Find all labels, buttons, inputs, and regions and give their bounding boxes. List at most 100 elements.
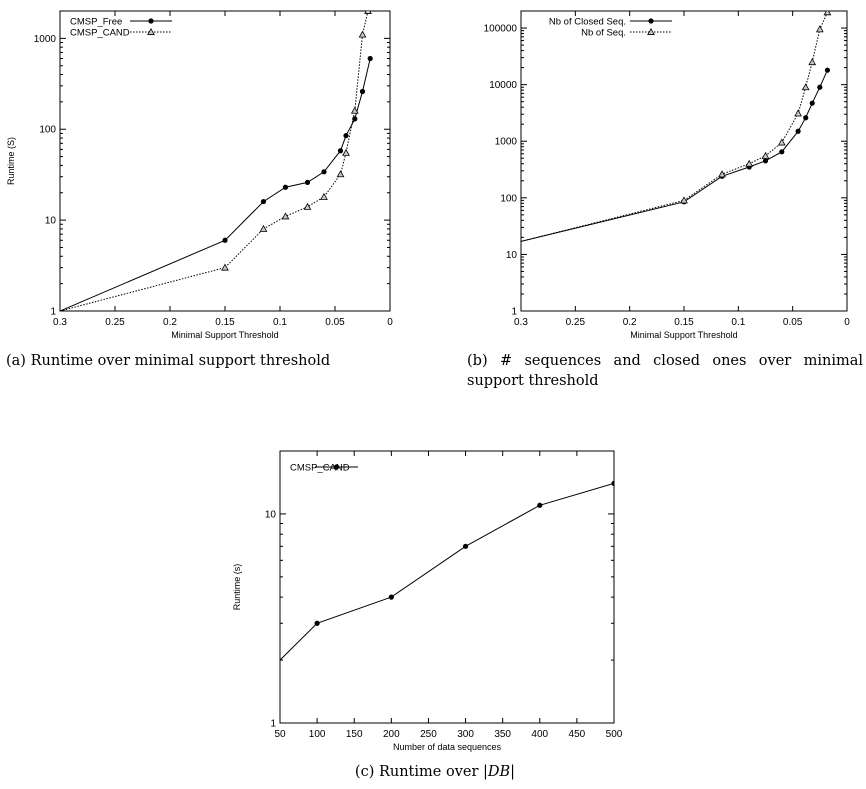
- data-point-cmsp-free: [352, 116, 358, 122]
- plot-frame: [279, 450, 615, 724]
- series-line-nb-of-seq: [521, 12, 828, 242]
- series-line-cmsp-free: [60, 58, 371, 311]
- legend-marker-nb-of-closed-seq: [648, 18, 654, 24]
- y-tick-label: 10: [45, 216, 57, 227]
- series-group: [60, 11, 373, 311]
- caption-c-math: |DB|: [483, 764, 516, 780]
- legend-marker-cmsp-cand: [147, 27, 155, 35]
- series-line-cmsp-cand: [280, 482, 614, 661]
- y-tick-label: 100: [500, 193, 517, 204]
- caption-b: (b) # sequences and closed ones over min…: [467, 353, 863, 389]
- data-point-nb-of-seq: [718, 170, 726, 178]
- data-point-nb-of-closed-seq: [803, 115, 809, 121]
- x-tick-label: 50: [274, 729, 286, 740]
- x-tick-label: 150: [346, 729, 363, 740]
- data-point-nb-of-seq: [761, 151, 770, 159]
- data-point-nb-of-seq: [823, 11, 832, 16]
- data-point-cmsp-free: [359, 88, 366, 95]
- chart-sequences-vs-threshold: 0.3 0.25 0.2 0.15 0.1 0.05 0 1 10 100 1000 10000 100…: [484, 10, 850, 340]
- data-point-cmsp-cand: [314, 620, 320, 626]
- y-tick-label: 1000: [495, 137, 518, 148]
- y-tick-label: 10000: [489, 80, 517, 91]
- data-point-cmsp-free: [343, 133, 349, 139]
- x-tick-label: 200: [383, 729, 400, 740]
- data-point-cmsp-cand: [281, 212, 290, 220]
- legend-label-cmsp-cand: CMSP_CAND: [290, 463, 350, 474]
- y-tick-label: 1: [50, 307, 56, 318]
- data-point-cmsp-cand: [221, 263, 229, 271]
- y-tick-label: 10: [506, 250, 518, 261]
- x-axis-label: Minimal Support Threshold: [630, 330, 737, 340]
- series-line-nb-of-closed-seq: [521, 69, 828, 242]
- x-tick-label: 0.2: [623, 317, 637, 328]
- data-point-cmsp-free: [260, 198, 267, 205]
- x-tick-label: 250: [420, 729, 437, 740]
- x-tick-label: 400: [531, 729, 548, 740]
- data-point-cmsp-cand: [336, 170, 345, 178]
- legend-label-nb-of-seq: Nb of Seq.: [581, 28, 626, 39]
- x-tick-label: 0: [844, 317, 850, 328]
- x-tick-label: 450: [569, 729, 586, 740]
- x-tick-label: 0.3: [53, 317, 67, 328]
- data-point-nb-of-seq: [777, 138, 786, 146]
- data-point-cmsp-free: [337, 148, 344, 154]
- data-point-nb-of-seq: [745, 159, 754, 167]
- data-point-cmsp-free: [304, 179, 311, 186]
- data-point-cmsp-free: [222, 237, 228, 243]
- x-tick-label: 0.25: [105, 317, 125, 328]
- legend-label-cmsp-free: CMSP_Free: [70, 17, 122, 28]
- x-tick-label: 0: [387, 317, 393, 328]
- x-tick-label: 0.05: [325, 317, 345, 328]
- y-axis-label: Runtime (s): [232, 564, 242, 611]
- x-tick-label: 0.1: [731, 317, 745, 328]
- caption-c: (c) Runtime over |DB|: [354, 764, 516, 780]
- data-point-cmsp-free: [367, 55, 373, 62]
- x-tick-label: 350: [494, 729, 511, 740]
- y-tick-label: 100: [39, 125, 56, 136]
- x-tick-label: 0.1: [273, 317, 287, 328]
- caption-a: (a) Runtime over minimal support thresho…: [6, 353, 331, 369]
- data-point-cmsp-cand: [358, 30, 367, 38]
- data-point-nb-of-closed-seq: [817, 84, 823, 90]
- series-group: [521, 11, 832, 242]
- data-point-cmsp-cand: [364, 11, 372, 14]
- data-point-nb-of-seq: [794, 109, 802, 117]
- y-tick-label: 100000: [484, 24, 518, 35]
- data-point-nb-of-closed-seq: [795, 128, 801, 134]
- data-point-cmsp-cand: [342, 148, 350, 156]
- y-tick-label: 1: [270, 719, 276, 730]
- data-point-nb-of-closed-seq: [824, 67, 831, 73]
- data-point-cmsp-cand: [388, 594, 394, 600]
- data-point-cmsp-cand: [611, 480, 614, 486]
- x-axis-label: Minimal Support Threshold: [171, 330, 278, 340]
- series-group: [280, 480, 614, 661]
- data-point-nb-of-seq: [680, 196, 688, 204]
- x-tick-label: 500: [606, 729, 623, 740]
- x-axis-label: Number of data sequences: [393, 742, 502, 752]
- data-point-nb-of-closed-seq: [779, 149, 785, 155]
- x-tick-label: 0.25: [566, 317, 586, 328]
- x-tick-label: 300: [457, 729, 474, 740]
- data-point-cmsp-cand: [537, 502, 543, 508]
- series-line-cmsp-cand: [60, 11, 369, 311]
- data-point-cmsp-free: [321, 169, 327, 175]
- x-tick-label: 0.15: [674, 317, 694, 328]
- x-tick-label: 0.05: [783, 317, 803, 328]
- data-point-nb-of-seq: [815, 25, 824, 33]
- y-tick-label: 10: [265, 509, 277, 520]
- legend-marker-cmsp-cand: [333, 464, 340, 470]
- y-tick-label: 1: [511, 307, 517, 318]
- x-tick-label: 0.15: [215, 317, 235, 328]
- legend-marker-nb-of-seq: [647, 27, 655, 35]
- chart-runtime-vs-threshold: 0.3 0.25 0.2 0.15 0.1 0.05 0 1 10 100 1000 Minimal …: [6, 10, 393, 340]
- plot-frame: [520, 10, 848, 312]
- data-point-nb-of-closed-seq: [809, 100, 815, 106]
- data-point-cmsp-cand: [303, 202, 312, 210]
- data-point-cmsp-free: [282, 184, 289, 190]
- data-point-cmsp-cand: [350, 106, 359, 114]
- legend-label-cmsp-cand: CMSP_CAND: [70, 28, 130, 39]
- x-tick-label: 100: [309, 729, 326, 740]
- data-point-nb-of-closed-seq: [762, 158, 769, 164]
- data-point-cmsp-cand: [259, 224, 268, 232]
